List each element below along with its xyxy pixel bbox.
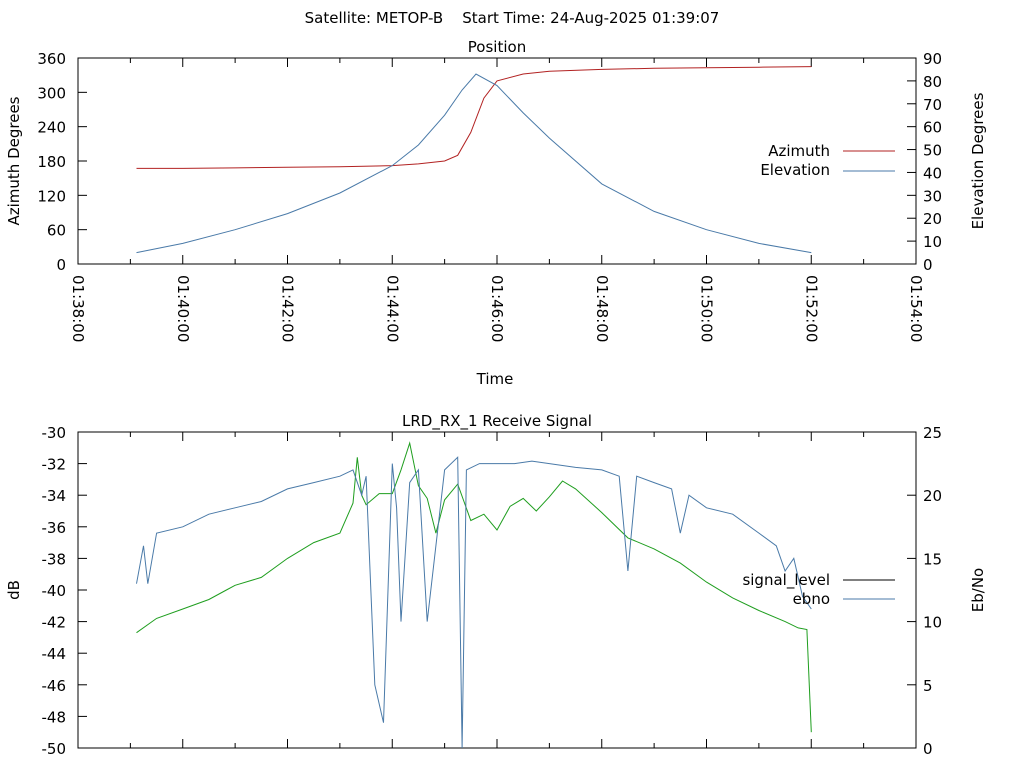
x-tick-label: 01:50:00 [698, 275, 716, 342]
y-tick-label: -36 [42, 519, 67, 537]
x-tick-label: 01:38:00 [69, 275, 87, 342]
x-tick-label: 01:52:00 [802, 275, 820, 342]
figure-title: Satellite: METOP-B Start Time: 24-Aug-20… [305, 9, 720, 27]
y-tick-label: -32 [42, 456, 67, 474]
y2-tick-label: 30 [923, 187, 942, 205]
position-tick-marks [77, 57, 917, 265]
y-tick-label: 0 [56, 256, 66, 274]
series-line-azimuth [136, 66, 812, 169]
receive-signal-db-axis-label: dB [5, 580, 23, 600]
receive-signal-plot-frame [77, 431, 917, 749]
position-chart: Position 0 60 120 180 240 300 360 0 10 20 30 40 50 6… [5, 38, 987, 388]
y2-tick-label: 80 [923, 73, 942, 91]
y-tick-label: -38 [42, 550, 67, 568]
receive-signal-chart: LRD_RX_1 Receive Signal -30-32-34-36-38-… [5, 412, 987, 758]
receive-signal-db-tick-labels: -30 -32 -34 -36 -38 -40 -42 -44 -46 -48 -50 [42, 424, 67, 758]
x-tick-label: 01:40:00 [174, 275, 192, 342]
legend-label-elevation: Elevation [760, 161, 830, 179]
position-elevation-axis-label: Elevation Degrees [969, 92, 987, 229]
y2-tick-label: 10 [923, 614, 942, 632]
series-line-signal-level [136, 441, 812, 733]
position-series [136, 66, 812, 254]
y-tick-label: -48 [42, 708, 67, 726]
x-tick-label: 01:42:00 [279, 275, 297, 342]
position-time-axis-label: Time [476, 370, 514, 388]
legend-label-azimuth: Azimuth [768, 142, 830, 160]
y-tick-label: 60 [47, 222, 66, 240]
y-tick-label: 360 [37, 50, 66, 68]
receive-signal-legend: signal_level ebno [742, 571, 895, 608]
y2-tick-label: 10 [923, 233, 942, 251]
receive-signal-tick-marks [77, 431, 917, 749]
y-tick-label: -44 [42, 645, 67, 663]
x-tick-label: 01:54:00 [907, 275, 925, 342]
y2-tick-label: 25 [923, 424, 942, 442]
legend-label-signal-level: signal_level [742, 571, 830, 590]
series-line-elevation [136, 73, 812, 254]
position-title: Position [468, 38, 526, 56]
y2-tick-label: 90 [923, 50, 942, 68]
x-tick-label: 01:48:00 [593, 275, 611, 342]
series-line-ebno [136, 456, 812, 749]
y-tick-label: 240 [37, 119, 66, 137]
y2-tick-label: 20 [923, 487, 942, 505]
position-azimuth-tick-labels: 0 60 120 180 240 300 360 [37, 50, 66, 274]
y2-tick-label: 5 [923, 677, 933, 695]
x-tick-label: 01:44:00 [383, 275, 401, 342]
y2-tick-label: 40 [923, 164, 942, 182]
receive-signal-title: LRD_RX_1 Receive Signal [402, 412, 592, 431]
legend-label-ebno: ebno [793, 590, 830, 608]
y2-tick-label: 60 [923, 119, 942, 137]
y2-tick-label: 15 [923, 550, 942, 568]
y-tick-label: -30 [42, 424, 67, 442]
y2-tick-label: 0 [923, 740, 933, 758]
y2-tick-label: 20 [923, 210, 942, 228]
y-tick-label: 180 [37, 153, 66, 171]
y-tick-label: -40 [42, 582, 67, 600]
y2-tick-label: 70 [923, 96, 942, 114]
y2-tick-label: 0 [923, 256, 933, 274]
y-tick-label: -50 [42, 740, 67, 758]
y-tick-label: -34 [42, 487, 67, 505]
y-tick-label: -46 [42, 677, 67, 695]
receive-signal-ebno-axis-label: Eb/No [969, 568, 987, 612]
y-tick-label: 300 [37, 84, 66, 102]
position-legend: Azimuth Elevation [760, 142, 895, 179]
x-tick-label: 01:46:00 [488, 275, 506, 342]
y-tick-label: 120 [37, 187, 66, 205]
receive-signal-ebno-tick-labels: 0 5 10 15 20 25 [923, 424, 942, 758]
y-tick-label: -42 [42, 614, 67, 632]
position-elevation-tick-labels: 0 10 20 30 40 50 60 70 80 90 [923, 50, 942, 274]
position-time-tick-labels: 01:38:00 01:40:00 01:42:00 01:44:00 01:46:00… [69, 275, 925, 342]
y2-tick-label: 50 [923, 142, 942, 160]
position-azimuth-axis-label: Azimuth Degrees [5, 96, 23, 225]
receive-signal-series [136, 441, 812, 749]
